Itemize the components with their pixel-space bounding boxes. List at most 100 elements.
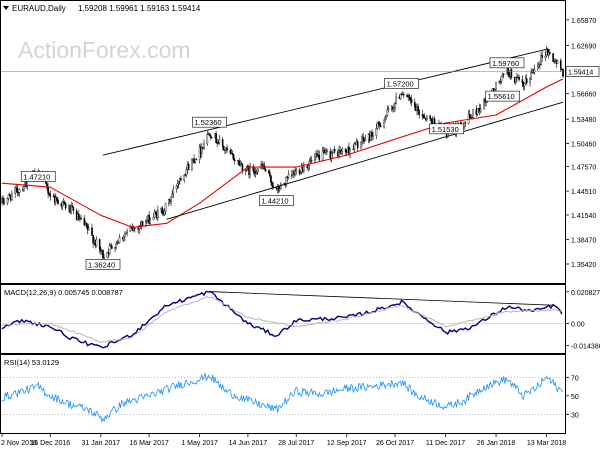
candle-body — [483, 99, 485, 110]
x-tick-label: 1 May 2017 — [181, 440, 218, 447]
candle-body — [556, 60, 559, 64]
candle-body — [14, 187, 16, 194]
candle-body — [495, 82, 497, 90]
candle-body — [379, 125, 382, 128]
candle-body — [270, 175, 272, 183]
candle-body — [464, 122, 467, 124]
candle-body — [232, 154, 235, 161]
price-tick-label: 1.62690 — [571, 43, 596, 50]
candle-body — [408, 95, 411, 98]
candle-body — [16, 187, 19, 193]
candle-body — [271, 182, 273, 187]
swing-label: 1.44210 — [261, 197, 288, 206]
candle-body — [375, 128, 378, 136]
candle-body — [18, 189, 21, 193]
candle-body — [110, 245, 113, 249]
candle-body — [353, 143, 356, 150]
candle-body — [98, 239, 101, 250]
candle-body — [238, 160, 240, 166]
candle-body — [231, 152, 234, 155]
candle-body — [525, 78, 528, 83]
candle-body — [384, 117, 386, 121]
candle-body — [70, 205, 72, 213]
candle-body — [363, 140, 366, 142]
candle-body — [387, 108, 390, 111]
candle-body — [252, 166, 255, 172]
chart-header: EURAUD,Daily 1.59208 1.59961 1.59163 1.5… — [3, 4, 201, 13]
swing-label-box — [192, 116, 227, 128]
candle-body — [395, 96, 397, 104]
candle-body — [325, 150, 327, 153]
candle-body — [195, 158, 198, 160]
candle-body — [303, 166, 305, 171]
swing-label-box — [384, 78, 419, 89]
rsi-tick-label: 70 — [571, 375, 579, 382]
candle-body — [117, 242, 120, 244]
candle-body — [85, 222, 88, 227]
candle-body — [8, 194, 11, 196]
candle-body — [218, 139, 221, 144]
dropdown-triangle-icon[interactable] — [3, 6, 9, 10]
trendline — [102, 48, 547, 156]
candle-body — [521, 79, 524, 83]
candle-body — [253, 170, 256, 173]
macd-panel — [0, 284, 566, 354]
rsi-panel — [0, 354, 566, 434]
candle-body — [371, 132, 373, 137]
moving-average-line — [1, 78, 564, 228]
candle-body — [132, 227, 135, 231]
candle-body — [536, 66, 539, 70]
candle-body — [330, 153, 333, 159]
candle-body — [149, 218, 152, 224]
candle-body — [185, 169, 188, 176]
candle-body — [255, 171, 258, 174]
swing-label: 1.47210 — [23, 172, 50, 181]
candle-body — [294, 170, 296, 175]
candle-body — [108, 245, 111, 254]
candle-body — [298, 169, 301, 174]
candle-body — [540, 55, 542, 65]
candle-body — [249, 166, 251, 175]
candle-body — [352, 148, 355, 151]
candle-body — [533, 68, 536, 73]
macd-trendline — [209, 291, 555, 306]
candle-body — [164, 203, 167, 212]
price-tick-label: 1.38470 — [571, 238, 596, 245]
swing-label-box — [429, 123, 464, 135]
candle-body — [215, 133, 217, 143]
candle-body — [163, 211, 166, 215]
candle-body — [468, 114, 471, 118]
candle-body — [233, 160, 236, 162]
candle-body — [103, 257, 105, 259]
swing-label-box — [85, 259, 121, 270]
macd-axis: 0.020827 0.00 -0.014386 — [565, 290, 600, 350]
swing-label-box — [489, 57, 525, 69]
candle-body — [145, 221, 147, 226]
candle-body — [562, 68, 564, 77]
candle-body — [118, 237, 121, 244]
candle-body — [529, 78, 531, 83]
candle-body — [152, 216, 155, 220]
candle-body — [410, 99, 413, 103]
candle-body — [409, 97, 412, 100]
swing-label: 1.52360 — [194, 118, 221, 127]
candle-body — [222, 146, 225, 150]
candle-body — [226, 147, 228, 151]
candle-body — [285, 176, 288, 186]
price-axis: 1.65870 1.62690 1.59414 1.56660 1.53480 1.504… — [565, 18, 600, 269]
x-tick-label: 2 Nov 2016 — [1, 440, 37, 447]
candle-body — [429, 115, 431, 119]
candle-body — [125, 232, 127, 235]
candle-body — [57, 199, 59, 205]
candle-body — [80, 218, 82, 220]
candle-body — [430, 118, 433, 122]
candle-body — [172, 188, 175, 195]
candle-body — [56, 197, 58, 201]
swing-label-box — [20, 171, 56, 182]
symbol-label: EURAUD,Daily — [12, 4, 66, 13]
macd-line — [1, 290, 563, 349]
candle-body — [183, 174, 186, 181]
candle-body — [71, 205, 74, 208]
candle-body — [299, 172, 302, 174]
